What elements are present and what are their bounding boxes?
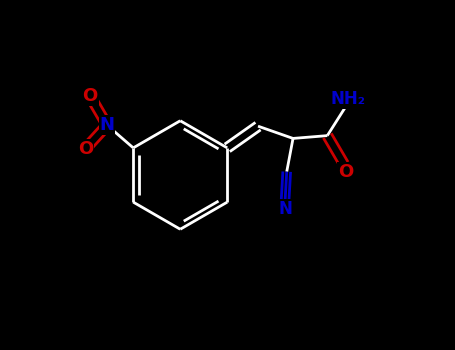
Text: N: N xyxy=(100,116,115,134)
Text: O: O xyxy=(338,163,354,181)
Text: N: N xyxy=(278,200,292,218)
Text: O: O xyxy=(83,88,98,105)
Text: O: O xyxy=(78,140,93,158)
Text: NH₂: NH₂ xyxy=(331,90,366,108)
